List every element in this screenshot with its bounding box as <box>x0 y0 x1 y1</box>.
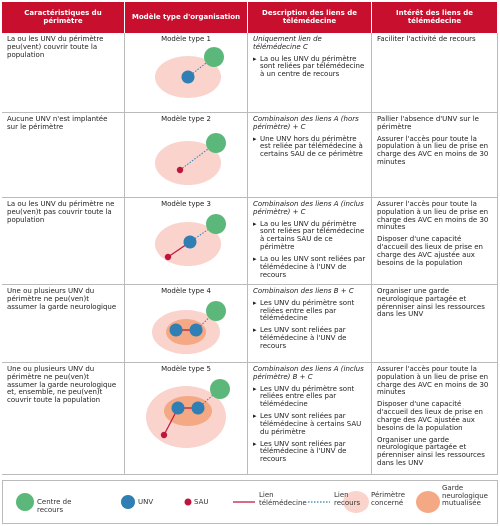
header-cell: Description des liens de télémédecine <box>248 2 372 33</box>
description-intro: Combinaison des liens A (inclus périmètr… <box>253 365 364 381</box>
interest-cell: Pallier l'absence d'UNV sur le périmètre… <box>372 113 498 198</box>
unv <box>169 323 183 337</box>
description-bullet: Les UNV du périmètre sont reliées entre … <box>253 299 366 323</box>
interest: Assurer l'accès pour toute la population… <box>377 365 489 397</box>
centre-recours <box>206 213 226 234</box>
centre-recours <box>206 300 226 321</box>
model-cell: Modèle type 5 <box>125 363 248 475</box>
unv <box>181 70 195 84</box>
legend-symbols <box>16 491 440 513</box>
legend-label: Centre de recours <box>37 498 72 514</box>
description-bullet: Les UNV du périmètre sont reliées entre … <box>253 385 366 409</box>
legend: Centre de recours UNV SAU Lien télémédecine… <box>2 480 498 524</box>
model-cell: Modèle type 2 <box>125 113 248 198</box>
characteristics-cell: La ou les UNV du périmètre peu(vent) cou… <box>2 33 125 113</box>
description-cell: Combinaison des liens A (inclus périmètr… <box>248 198 372 285</box>
sau <box>164 253 172 261</box>
description-bullet: La ou les UNV du périmètre sont reliées … <box>253 220 366 252</box>
interest: Disposer d'une capacité d'accueil des li… <box>377 400 483 432</box>
model-diagram <box>155 213 226 266</box>
description-bullet: Une UNV hors du périmètre est reliée par… <box>253 135 366 159</box>
header-cell: Modèle type d'organisation <box>125 2 248 33</box>
model-title: Modèle type 3 <box>161 200 211 208</box>
model-cell: Modèle type 1 <box>125 33 248 113</box>
interest: Pallier l'absence d'UNV sur le périmètre <box>377 115 479 131</box>
description-cell: Combinaison des liens A (hors périmètre)… <box>248 113 372 198</box>
description-bullet: La ou les UNV du périmètre sont reliées … <box>253 55 366 79</box>
unv <box>189 323 203 337</box>
legend-centre-recours <box>16 493 34 511</box>
legend-label: SAU <box>194 498 209 506</box>
description-bullet: La ou les UNV sont reliées par télémédec… <box>253 255 366 279</box>
legend-label: Lien télémédecine <box>259 491 307 507</box>
description-bullet: Les UNV sont reliées par télémédecine à … <box>253 440 366 464</box>
centre-recours <box>206 132 226 153</box>
characteristics: Aucune UNV n'est implantée sur le périmè… <box>7 115 108 131</box>
description-cell: Combinaison des liens B + C Les UNV du pé… <box>248 285 372 363</box>
model-diagram <box>146 378 230 448</box>
interest: Organiser une garde neurologique partagé… <box>377 287 485 319</box>
model-title: Modèle type 5 <box>161 365 211 373</box>
description-bullet: Les UNV sont reliées par télémédecine à … <box>253 412 366 436</box>
characteristics: Une ou plusieurs UNV du périmètre ne peu… <box>7 365 117 405</box>
description-intro: Uniquement lien de télémédecine C <box>253 35 322 51</box>
legend-sau <box>184 498 192 506</box>
interest-cell: Assurer l'accès pour toute la population… <box>372 363 498 475</box>
characteristics: La ou les UNV du périmètre ne peu(ven)t … <box>7 200 115 224</box>
legend-label: UNV <box>138 498 154 506</box>
interest-cell: Assurer l'accès pour toute la population… <box>372 198 498 285</box>
description-intro: Combinaison des liens B + C <box>253 287 354 295</box>
interest: Faciliter l'activité de recours <box>377 35 476 43</box>
legend-label: Périmètre concerné <box>371 491 406 507</box>
characteristics-cell: Une ou plusieurs UNV du périmètre ne peu… <box>2 363 125 475</box>
unv <box>183 235 197 249</box>
model-cell: Modèle type 3 <box>125 198 248 285</box>
legend-unv <box>121 495 135 509</box>
legend-label: Lien recours <box>334 491 361 507</box>
centre-recours <box>204 46 224 67</box>
model-diagram <box>155 46 224 98</box>
interest-cell: Organiser une garde neurologique partagé… <box>372 285 498 363</box>
model-title: Modèle type 4 <box>161 287 211 295</box>
characteristics: Une ou plusieurs UNV du périmètre ne peu… <box>7 287 117 311</box>
legend-label: Garde neurologique mutualisée <box>442 484 488 508</box>
legend-perimetre <box>343 491 369 513</box>
model-diagram <box>155 132 226 185</box>
interest-cell: Faciliter l'activité de recours <box>372 33 498 113</box>
description-cell: Combinaison des liens A (inclus périmètr… <box>248 363 372 475</box>
characteristics: La ou les UNV du périmètre peu(vent) cou… <box>7 35 104 59</box>
interest: Assurer l'accès pour toute la population… <box>377 200 489 232</box>
header-cell: Caractéristiques du périmètre <box>2 2 125 33</box>
model-cell: Modèle type 4 <box>125 285 248 363</box>
description-intro: Combinaison des liens A (hors périmètre)… <box>253 115 359 131</box>
interest: Disposer d'une capacité d'accueil des li… <box>377 235 483 267</box>
interest: Assurer l'accès pour toute la population… <box>377 134 489 167</box>
model-diagram <box>152 300 226 354</box>
sau <box>176 166 184 174</box>
characteristics-cell: Aucune UNV n'est implantée sur le périmè… <box>2 113 125 198</box>
model-title: Modèle type 1 <box>161 35 211 43</box>
model-title: Modèle type 2 <box>161 115 211 123</box>
unv <box>171 401 185 415</box>
header-cell: Intérêt des liens de télémédecine <box>372 2 498 33</box>
centre-recours <box>210 378 230 399</box>
unv <box>191 401 205 415</box>
description-cell: Uniquement lien de télémédecine C La ou l… <box>248 33 372 113</box>
lien-recours <box>189 223 217 243</box>
description-intro: Combinaison des liens A (inclus périmètr… <box>253 200 364 216</box>
interest: Organiser une garde neurologique partagé… <box>377 435 485 468</box>
description-bullet: Les UNV sont reliées par télémédecine à … <box>253 326 366 350</box>
characteristics-cell: La ou les UNV du périmètre ne peu(ven)t … <box>2 198 125 285</box>
legend-garde <box>416 491 440 513</box>
sau <box>160 431 168 439</box>
characteristics-cell: Une ou plusieurs UNV du périmètre ne peu… <box>2 285 125 363</box>
